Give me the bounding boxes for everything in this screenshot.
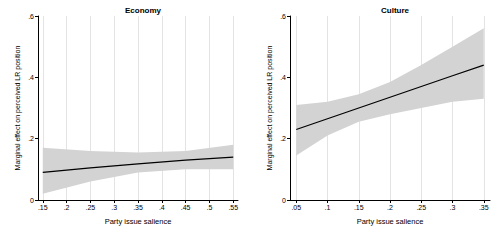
- svg-text:.25: .25: [416, 204, 426, 211]
- svg-text:Party issue salience: Party issue salience: [105, 217, 172, 226]
- svg-text:.4: .4: [159, 204, 165, 211]
- svg-text:.4: .4: [280, 74, 286, 81]
- svg-text:.2: .2: [387, 204, 393, 211]
- svg-text:.4: .4: [28, 74, 34, 81]
- svg-text:Economy: Economy: [125, 6, 162, 15]
- svg-text:.05: .05: [291, 204, 301, 211]
- svg-text:.6: .6: [28, 13, 34, 20]
- svg-text:.2: .2: [64, 204, 70, 211]
- svg-text:.15: .15: [38, 204, 48, 211]
- svg-text:Marginal effect on perceived L: Marginal effect on perceived LR position: [14, 46, 22, 171]
- svg-text:.6: .6: [280, 13, 286, 20]
- svg-text:.2: .2: [28, 135, 34, 142]
- svg-text:Party issue salience: Party issue salience: [357, 217, 424, 226]
- svg-text:.1: .1: [325, 204, 331, 211]
- svg-text:.5: .5: [207, 204, 213, 211]
- svg-text:.3: .3: [111, 204, 117, 211]
- svg-text:.2: .2: [280, 135, 286, 142]
- svg-text:.25: .25: [86, 204, 96, 211]
- svg-text:.35: .35: [133, 204, 143, 211]
- svg-text:.45: .45: [181, 204, 191, 211]
- svg-text:Culture: Culture: [381, 6, 410, 15]
- svg-text:.3: .3: [450, 204, 456, 211]
- svg-text:.15: .15: [354, 204, 364, 211]
- svg-text:.35: .35: [479, 204, 489, 211]
- svg-text:0: 0: [30, 197, 34, 204]
- svg-text:Marginal effect on perceived L: Marginal effect on perceived LR position: [266, 46, 274, 171]
- svg-text:.55: .55: [228, 204, 238, 211]
- svg-text:0: 0: [282, 197, 286, 204]
